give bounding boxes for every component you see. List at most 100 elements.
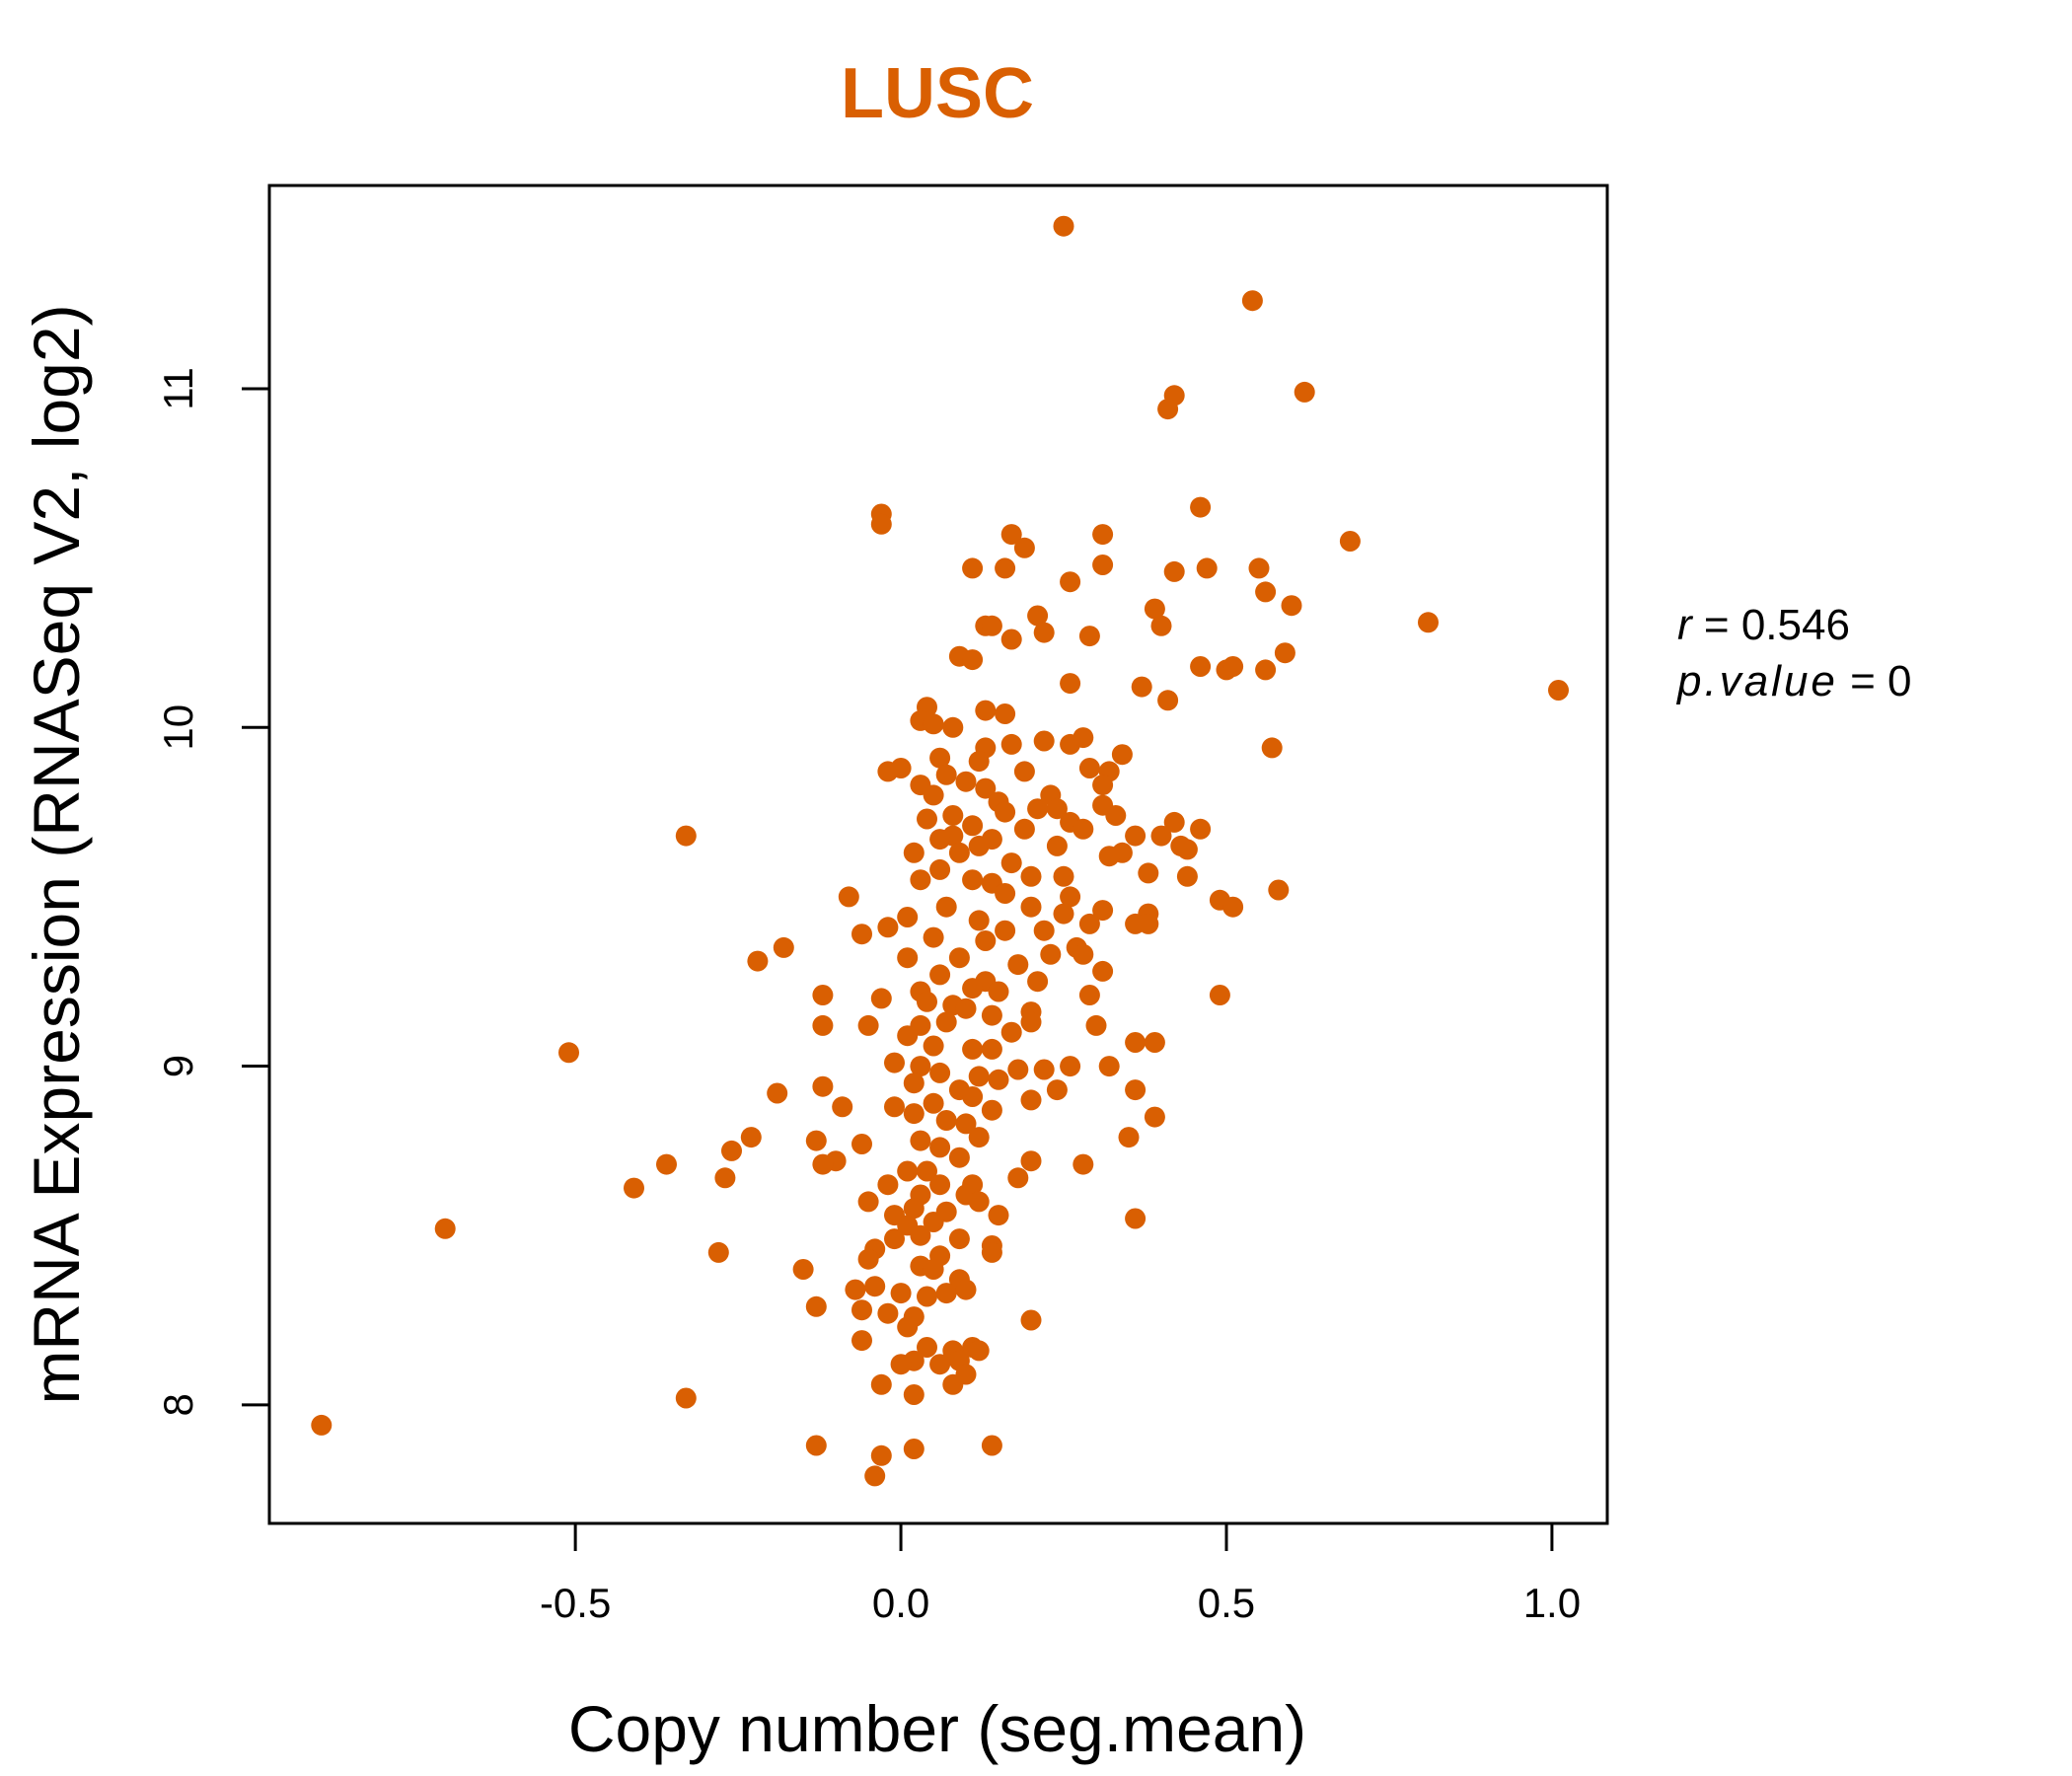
data-point	[903, 842, 925, 863]
data-point	[656, 1153, 677, 1175]
data-point	[877, 1302, 899, 1324]
data-point	[955, 1113, 977, 1135]
x-tick-label: 0.0	[872, 1580, 929, 1626]
p-symbol: p.value	[1675, 657, 1838, 705]
data-point	[995, 801, 1016, 823]
data-point	[975, 777, 997, 799]
data-point	[1150, 825, 1172, 847]
data-point	[962, 557, 984, 579]
data-point	[929, 1137, 951, 1158]
data-point	[910, 869, 931, 891]
data-point	[1033, 920, 1055, 941]
data-point	[975, 700, 997, 721]
data-point	[948, 1147, 970, 1168]
data-point	[1255, 581, 1277, 603]
data-point	[968, 751, 990, 773]
data-point	[1092, 775, 1114, 796]
data-point	[923, 1212, 944, 1232]
data-point	[903, 1198, 925, 1220]
data-point	[1073, 818, 1094, 840]
y-axis: 8 9 10 11	[155, 367, 271, 1417]
data-point	[1098, 1056, 1120, 1077]
data-point	[917, 991, 937, 1012]
data-point	[1125, 825, 1147, 847]
data-point	[1092, 960, 1114, 982]
data-point	[968, 1127, 990, 1148]
data-point	[1020, 1150, 1042, 1172]
data-point	[968, 910, 990, 931]
data-point	[1294, 381, 1315, 403]
data-point	[995, 557, 1016, 579]
data-point	[981, 1099, 1002, 1121]
data-point	[923, 1035, 944, 1057]
data-point	[955, 1279, 977, 1300]
data-point	[1020, 1089, 1042, 1111]
y-tick-label: 10	[155, 704, 201, 751]
data-point	[1013, 537, 1035, 558]
data-point	[929, 1174, 951, 1196]
data-point	[1060, 1056, 1081, 1077]
data-point	[962, 1086, 984, 1107]
data-point	[923, 1259, 944, 1280]
data-point	[1163, 560, 1185, 582]
data-point	[1131, 676, 1152, 698]
data-point	[1190, 818, 1212, 840]
data-point	[1000, 524, 1022, 546]
data-point	[1046, 835, 1068, 856]
data-point	[968, 835, 990, 856]
data-point	[1046, 1079, 1068, 1101]
data-point	[968, 1191, 990, 1213]
data-point	[1060, 673, 1081, 695]
x-tick-label: 1.0	[1523, 1580, 1581, 1626]
data-point	[1157, 399, 1179, 420]
data-point	[917, 1286, 937, 1307]
data-point	[1020, 1309, 1042, 1331]
data-point	[675, 1387, 697, 1409]
data-point	[812, 1153, 834, 1175]
data-point	[805, 1295, 827, 1317]
data-point	[910, 1130, 931, 1151]
data-point	[903, 1439, 925, 1459]
data-point	[1098, 846, 1120, 867]
data-point	[1000, 1021, 1022, 1043]
y-axis-title: mRNA Expression (RNASeq V2, log2)	[20, 304, 93, 1404]
data-point	[910, 1224, 931, 1246]
data-point	[897, 1160, 919, 1182]
data-point	[870, 988, 892, 1009]
data-point	[805, 1435, 827, 1456]
data-point	[948, 1228, 970, 1250]
data-point	[714, 1167, 736, 1189]
data-point	[1548, 680, 1569, 701]
data-point	[962, 1038, 984, 1060]
data-point	[1176, 839, 1198, 860]
data-point	[910, 775, 931, 796]
data-point	[884, 1096, 905, 1118]
data-point	[857, 1248, 879, 1270]
r-equals: =	[1692, 601, 1741, 649]
data-point	[917, 808, 937, 830]
y-tick-label: 11	[155, 367, 201, 410]
data-point	[962, 978, 984, 999]
data-point	[1190, 496, 1212, 518]
data-point	[1007, 954, 1029, 976]
data-point	[864, 1276, 886, 1297]
data-point	[962, 649, 984, 671]
data-point	[903, 1103, 925, 1125]
data-point	[923, 713, 944, 735]
data-point	[870, 1444, 892, 1466]
data-point	[792, 1259, 814, 1280]
data-point	[1000, 733, 1022, 755]
data-point	[1241, 290, 1263, 312]
data-point	[1163, 811, 1185, 833]
data-point	[897, 947, 919, 969]
data-point	[897, 1025, 919, 1047]
data-point	[910, 1056, 931, 1077]
data-point	[624, 1177, 644, 1199]
data-point	[923, 926, 944, 948]
data-point	[1027, 798, 1049, 820]
data-point	[897, 907, 919, 927]
data-point	[747, 950, 769, 972]
data-point	[942, 716, 964, 738]
data-point	[929, 1354, 951, 1375]
